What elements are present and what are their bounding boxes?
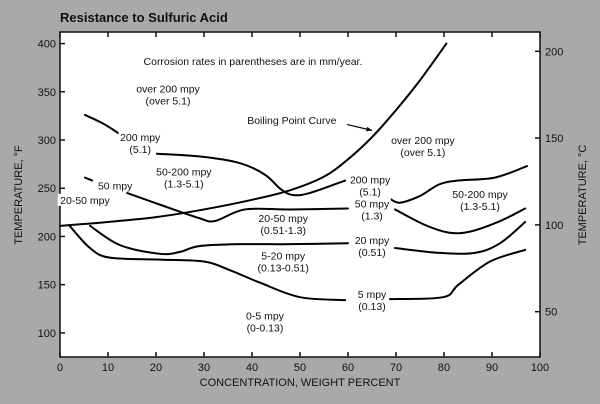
- annotation-bg: [258, 249, 308, 262]
- annotation-bg: [256, 211, 311, 224]
- y-right-tick-label: 100: [545, 220, 563, 232]
- annotation-text: 20-50 mpy: [258, 213, 308, 225]
- annotation-bg: [356, 209, 388, 222]
- x-axis-label: CONCENTRATION, WEIGHT PERCENT: [200, 377, 401, 389]
- y-axis-label-left: TEMPERATURE, °F: [13, 145, 25, 245]
- x-tick-label: 90: [486, 362, 498, 374]
- annotation-text: (over 5.1): [400, 147, 445, 159]
- annotation-bg: [240, 321, 290, 334]
- y-tick-label: 250: [38, 183, 56, 195]
- annotation-bg: [96, 179, 134, 192]
- y-right-tick-label: 50: [545, 307, 557, 319]
- 50-mpy-right-curve: [394, 207, 527, 235]
- annotation-text: (5.1): [129, 144, 151, 156]
- annotation-bg: [57, 193, 113, 206]
- annotation-bg: [243, 309, 287, 322]
- 50-mpy-left-curve: [83, 176, 94, 182]
- annotation-text: (0.51): [358, 247, 385, 259]
- annotation-text: Corrosion rates in parentheses are in mm…: [144, 56, 363, 68]
- x-tick-label: 20: [150, 362, 162, 374]
- annotation-bg: [392, 145, 453, 158]
- boiling-point-curve-curve: [59, 42, 448, 227]
- annotation-bg: [356, 288, 388, 301]
- 5-mpy-curve: [68, 224, 347, 302]
- x-tick-label: 50: [294, 362, 306, 374]
- annotation-text: (1.3): [361, 210, 383, 222]
- x-tick-label: 10: [102, 362, 114, 374]
- annotation-bg: [353, 246, 391, 259]
- annotation-text: 20-50 mpy: [60, 195, 110, 207]
- y-axis-label-right: TEMPERATURE, °C: [577, 145, 589, 246]
- y-tick-label: 350: [38, 87, 56, 99]
- annotation-bg: [236, 113, 348, 126]
- annotation-text: (0-0.13): [247, 322, 284, 334]
- annotation-text: (0.13): [358, 301, 385, 313]
- y-right-tick-label: 200: [545, 46, 563, 58]
- y-right-tick-label: 150: [545, 133, 563, 145]
- annotation-bg: [452, 199, 508, 212]
- y-tick-label: 200: [38, 231, 56, 243]
- annotation-text: 50 mpy: [355, 198, 390, 210]
- 5-mpy-right-curve: [389, 248, 527, 301]
- annotation-text: (0.51-1.3): [260, 225, 306, 237]
- annotation-bg: [138, 94, 198, 107]
- annotation-text: (5.1): [359, 186, 381, 198]
- annotation-text: over 200 mpy: [136, 84, 200, 96]
- 20-mpy-curve: [89, 224, 349, 256]
- y-tick-label: 100: [38, 328, 56, 340]
- 20-mpy-right-curve: [394, 220, 527, 255]
- annotation-text: (1.3-5.1): [164, 179, 204, 191]
- annotation-text: Boiling Point Curve: [247, 115, 336, 127]
- annotation-bg: [353, 300, 391, 313]
- x-tick-label: 80: [438, 362, 450, 374]
- x-tick-label: 70: [390, 362, 402, 374]
- annotation-bg: [450, 187, 510, 200]
- annotation-text: 50-200 mpy: [156, 167, 212, 179]
- x-tick-label: 30: [198, 362, 210, 374]
- arrowhead-icon: [366, 126, 372, 132]
- annotation-text: 5 mpy: [358, 289, 387, 301]
- annotation-bg: [118, 130, 162, 143]
- x-tick-label: 100: [531, 362, 549, 374]
- axes: 0 10 20 30 40 50 60 70 80 90 100 100 150 200 250 300 350…: [38, 32, 563, 374]
- annotation-bg: [353, 197, 391, 210]
- annotation-bg: [353, 234, 391, 247]
- annotation-text: 50 mpy: [98, 180, 133, 192]
- y-tick-label: 150: [38, 280, 56, 292]
- annotation-bg: [156, 177, 212, 190]
- annotations: Corrosion rates in parentheses are in mm…: [57, 54, 510, 334]
- annotation-text: 200 mpy: [120, 132, 161, 144]
- annotation-text: 20 mpy: [355, 235, 390, 247]
- curves: [59, 42, 529, 302]
- annotation-bg: [354, 185, 387, 198]
- y-tick-label: 300: [38, 135, 56, 147]
- annotation-bg: [153, 165, 214, 178]
- 200-mpy-left-curve: [83, 113, 121, 136]
- 200-mpy-curve: [150, 152, 347, 197]
- x-tick-label: 0: [57, 362, 63, 374]
- annotation-bg: [124, 142, 157, 155]
- annotation-text: 50-200 mpy: [452, 189, 508, 201]
- x-tick-label: 40: [246, 362, 258, 374]
- annotation-bg: [253, 223, 314, 236]
- annotation-text: over 200 mpy: [391, 135, 455, 147]
- y-tick-label: 400: [38, 39, 56, 51]
- annotation-bg: [387, 133, 459, 146]
- x-tick-label: 60: [342, 362, 354, 374]
- 50-200-mpy-boundary-right-curve: [389, 165, 529, 204]
- annotation-text: 0-5 mpy: [246, 310, 285, 322]
- annotation-text: (1.3-5.1): [460, 201, 500, 213]
- annotation-bg: [250, 261, 316, 274]
- 50-mpy-curve: [126, 192, 349, 223]
- annotation-bg: [132, 82, 204, 95]
- annotation-text: (0.13-0.51): [258, 263, 309, 275]
- annotation-text: 200 mpy: [350, 174, 391, 186]
- annotation-bg: [348, 173, 392, 186]
- annotation-text: 5-20 mpy: [261, 251, 306, 263]
- annotation-text: (over 5.1): [146, 96, 191, 108]
- chart-title: Resistance to Sulfuric Acid: [60, 10, 228, 25]
- annotation-bg: [122, 54, 384, 67]
